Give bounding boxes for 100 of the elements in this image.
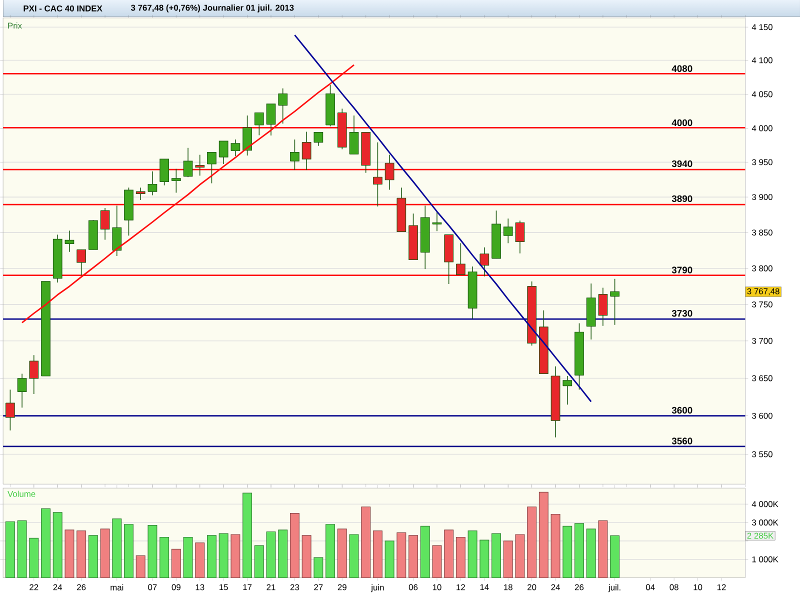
candlestick	[432, 211, 442, 232]
bar	[408, 535, 418, 578]
bar	[136, 556, 146, 578]
bar	[444, 530, 454, 578]
candlestick	[266, 104, 276, 136]
bar	[598, 520, 608, 578]
bar	[302, 535, 312, 578]
ref-line-label: 3730	[672, 310, 692, 317]
x-tick-label: 08	[670, 584, 678, 590]
candlestick	[314, 132, 324, 146]
candlestick	[373, 142, 382, 208]
ref-line-label: 3890	[672, 196, 692, 202]
y-tick-label: 3 950	[752, 159, 772, 166]
bar	[230, 534, 240, 578]
candlestick	[183, 148, 193, 178]
y-tick-label: 3 000K	[752, 520, 778, 526]
candlestick	[160, 158, 169, 186]
x-tick-label: 26	[574, 584, 584, 590]
line-series	[294, 34, 592, 403]
x-tick-label: 06	[408, 584, 418, 590]
x-tick-label: 24	[53, 584, 62, 590]
candlestick	[503, 218, 513, 244]
x-tick-label: 15	[220, 584, 228, 590]
bar	[515, 534, 525, 578]
x-tick-label: 27	[314, 584, 323, 590]
bar	[492, 533, 501, 578]
candlestick	[64, 230, 74, 252]
x-tick-label: 10	[694, 584, 702, 590]
candlestick	[218, 140, 228, 165]
x-tick-label: 26	[77, 584, 86, 590]
bar	[29, 538, 39, 578]
bar	[432, 545, 442, 578]
candlestick	[100, 208, 110, 240]
y-axis-title: Volume	[8, 490, 36, 498]
bar	[148, 525, 158, 578]
x-tick-label: 23	[290, 584, 300, 590]
bar	[52, 512, 62, 578]
bar	[574, 523, 584, 578]
ref-line-label: 3940	[672, 160, 692, 168]
ref-line-label: 3560	[672, 438, 692, 445]
candlestick	[302, 132, 312, 171]
y-tick-label: 3 550	[752, 451, 772, 458]
y-tick-label: 4 000K	[752, 501, 778, 508]
bar	[396, 532, 406, 578]
bar	[112, 518, 122, 578]
candlestick	[136, 187, 146, 201]
x-tick-label: mai	[110, 584, 124, 591]
bar	[278, 530, 288, 578]
y-tick-label: 3 700	[752, 338, 772, 344]
bar	[314, 557, 324, 578]
candlestick	[456, 242, 466, 276]
x-tick-label: 21	[266, 584, 276, 590]
candlestick	[515, 220, 525, 254]
bar	[538, 492, 548, 578]
candlestick	[349, 115, 359, 155]
candlestick	[112, 205, 122, 257]
x-tick-label: juil.	[608, 584, 620, 592]
candlestick	[230, 139, 240, 157]
candlestick	[290, 139, 300, 171]
bar	[17, 520, 27, 578]
y-tick-label: 4 100	[752, 57, 772, 64]
x-tick-label: 17	[243, 584, 252, 590]
candlestick	[598, 287, 608, 326]
candlestick	[17, 373, 27, 408]
bar	[100, 528, 110, 578]
candlestick	[610, 278, 620, 326]
candlestick	[148, 171, 158, 196]
bar	[610, 536, 620, 578]
chart-subtitle: 3 767,48 (+0,76%) Journalier 01 juil. 2013	[130, 4, 294, 13]
bar	[586, 528, 596, 578]
x-tick-label: 29	[338, 584, 346, 590]
bar	[76, 530, 86, 578]
bar	[266, 532, 276, 578]
ref-line-label: 4080	[672, 65, 692, 72]
text: 3 767,48	[747, 288, 780, 296]
text: 2 285K	[747, 532, 774, 539]
bar	[337, 528, 347, 578]
x-tick-label: 04	[646, 584, 655, 590]
bar	[290, 513, 300, 578]
candlestick	[207, 152, 216, 184]
bar	[503, 540, 513, 578]
x-tick-label: 12	[717, 584, 726, 590]
candlestick	[480, 247, 490, 277]
bar	[527, 506, 537, 578]
y-tick-label: 3 600	[752, 412, 772, 419]
candlestick	[6, 389, 15, 431]
candlestick	[242, 115, 252, 156]
bar	[550, 514, 560, 578]
candlestick	[171, 168, 181, 194]
y-tick-label: 3 800	[752, 266, 772, 272]
y-tick-label: 1 000K	[752, 556, 778, 562]
bar	[384, 540, 394, 578]
bar	[420, 526, 430, 578]
chart-title: PXI - CAC 40 INDEX	[24, 6, 102, 12]
bar	[372, 530, 382, 578]
bar	[242, 492, 252, 578]
candlestick	[562, 376, 572, 406]
ref-line-label: 3790	[672, 266, 692, 274]
bar	[480, 540, 490, 578]
candlestick	[254, 112, 264, 136]
